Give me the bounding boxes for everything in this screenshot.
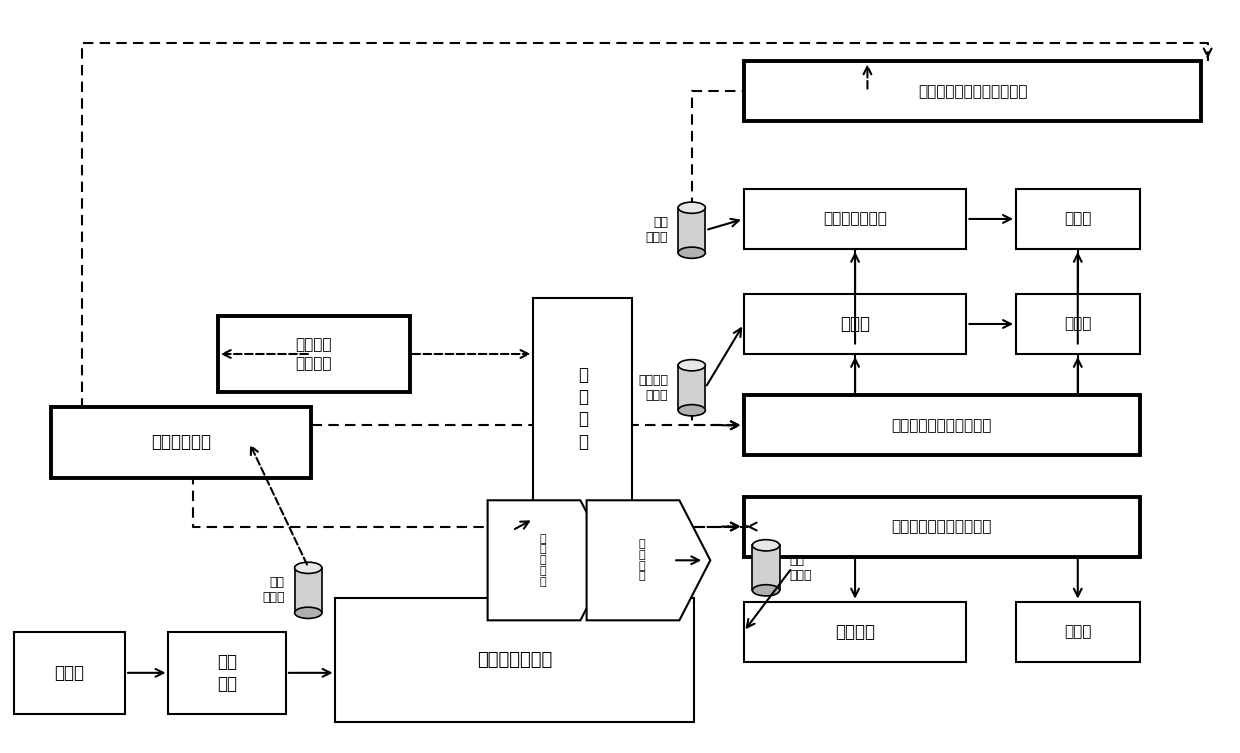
Bar [744,395,1140,456]
Ellipse shape [753,540,780,551]
Bar [678,208,706,253]
Bar [169,632,286,714]
Text: 发电机: 发电机 [1064,212,1091,227]
Text: 有机工质发电单元控制装置: 有机工质发电单元控制装置 [918,84,1028,99]
Text: 涡
轮
增
压
器: 涡 轮 增 压 器 [539,534,547,587]
Text: 汽轮机: 汽轮机 [839,315,870,333]
Ellipse shape [753,584,780,596]
Polygon shape [487,500,611,620]
Bar [533,297,632,519]
Bar [218,316,409,392]
Text: 船用低速柴油机: 船用低速柴油机 [477,651,553,669]
Bar [51,407,311,478]
Bar [295,568,322,613]
Bar [744,602,966,662]
Text: 螺旋桨: 螺旋桨 [55,664,84,681]
Bar [14,632,125,714]
Text: 田
间
传
热: 田 间 传 热 [639,539,646,581]
Text: 水温
传感器: 水温 传感器 [646,216,668,244]
Bar [1016,189,1140,249]
Ellipse shape [295,562,322,574]
Ellipse shape [678,404,706,416]
Ellipse shape [295,607,322,618]
Bar [753,545,780,590]
Text: 余热锅炉
控制装置: 余热锅炉 控制装置 [295,337,332,370]
Bar [744,294,966,354]
Ellipse shape [678,202,706,213]
Text: 能量管理装置: 能量管理装置 [151,433,211,451]
Bar [678,365,706,410]
Bar [744,496,1140,556]
Text: 飞轮
齿盘: 飞轮 齿盘 [217,653,237,693]
Text: 发电机: 发电机 [1064,624,1091,639]
Text: 压力
传感器: 压力 传感器 [790,553,812,582]
Ellipse shape [678,360,706,371]
Bar [744,62,1202,121]
Text: 余
热
锅
炉: 余 热 锅 炉 [578,366,588,451]
Text: 蒸汽温度
传感器: 蒸汽温度 传感器 [639,373,668,402]
Bar [336,598,694,721]
Ellipse shape [678,247,706,258]
Text: 有机工质汽轮机: 有机工质汽轮机 [823,212,887,227]
Bar [1016,602,1140,662]
Text: 发电机: 发电机 [1064,316,1091,331]
Text: 动力涡轮: 动力涡轮 [835,623,875,641]
Text: 转速
传感器: 转速 传感器 [262,576,285,605]
Bar [744,189,966,249]
Polygon shape [587,500,711,620]
Bar [1016,294,1140,354]
Text: 汽轮机发电单元控制装置: 汽轮机发电单元控制装置 [892,418,992,433]
Text: 汽轮机发电单元控制装置: 汽轮机发电单元控制装置 [892,519,992,534]
